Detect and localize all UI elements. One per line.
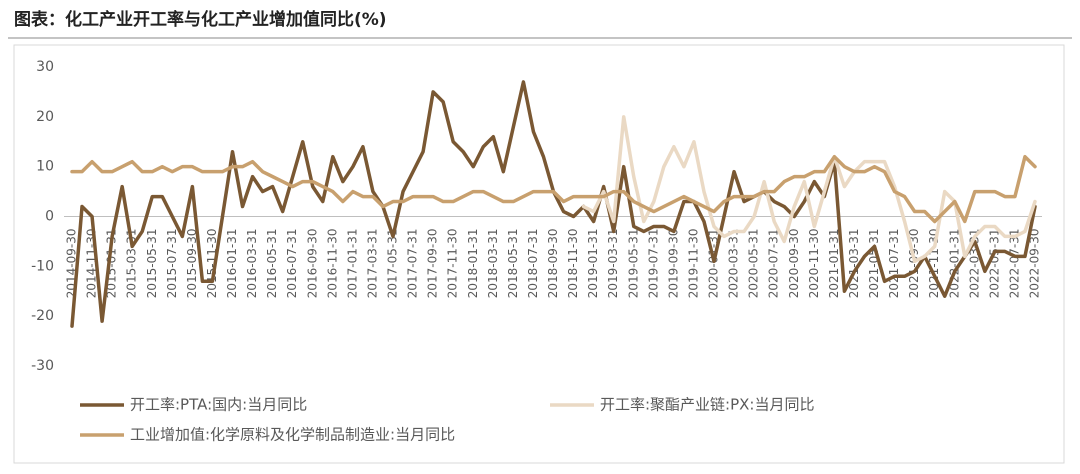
- x-tick-label: 2020-05-31: [747, 229, 761, 299]
- x-tick-label: 2016-03-31: [245, 229, 259, 299]
- x-tick-label: 2019-07-31: [646, 229, 660, 299]
- x-tick-label: 2016-01-31: [225, 229, 239, 299]
- x-tick-label: 2015-09-30: [185, 229, 199, 299]
- legend-label: 工业增加值:化学原料及化学制品制造业:当月同比: [130, 426, 455, 444]
- x-tick-label: 2016-09-30: [305, 229, 319, 299]
- x-tick-label: 2022-07-31: [1007, 229, 1021, 299]
- x-tick-label: 2021-01-31: [827, 229, 841, 299]
- x-tick-label: 2020-11-30: [807, 229, 821, 299]
- x-tick-label: 2018-05-31: [506, 229, 520, 299]
- x-tick-label: 2015-07-31: [165, 229, 179, 299]
- x-tick-label: 2017-03-31: [365, 229, 379, 299]
- x-tick-label: 2019-01-31: [586, 229, 600, 299]
- x-tick-label: 2016-07-31: [285, 229, 299, 299]
- x-tick-label: 2018-03-31: [486, 229, 500, 299]
- x-tick-label: 2018-07-31: [526, 229, 540, 299]
- x-tick-label: 2020-07-31: [767, 229, 781, 299]
- y-tick-label: 0: [45, 209, 54, 225]
- x-tick-label: 2017-07-31: [406, 229, 420, 299]
- y-tick-label: 30: [36, 59, 54, 75]
- x-tick-label: 2019-09-30: [666, 229, 680, 299]
- x-tick-label: 2020-09-30: [787, 229, 801, 299]
- x-tick-label: 2018-09-30: [546, 229, 560, 299]
- x-tick-label: 2015-03-31: [125, 229, 139, 299]
- plot-frame: [13, 44, 1065, 464]
- x-tick-label: 2020-03-31: [727, 229, 741, 299]
- x-tick-label: 2017-01-31: [345, 229, 359, 299]
- x-tick-label: 2022-09-30: [1028, 229, 1042, 299]
- y-tick-label: 10: [36, 159, 54, 175]
- chart-title: 图表：化工产业开工率与化工产业增加值同比(%): [14, 9, 387, 30]
- x-tick-label: 2017-05-31: [386, 229, 400, 299]
- x-tick-label: 2021-07-31: [887, 229, 901, 299]
- legend-label: 开工率:聚酯产业链:PX:当月同比: [600, 396, 814, 414]
- x-tick-label: 2019-03-31: [606, 229, 620, 299]
- y-tick-label: -20: [31, 308, 54, 324]
- y-tick-label: -30: [31, 358, 54, 374]
- x-tick-label: 2021-05-31: [867, 229, 881, 299]
- y-tick-label: 20: [36, 109, 54, 125]
- y-tick-label: -10: [31, 258, 54, 274]
- x-tick-label: 2018-01-31: [466, 229, 480, 299]
- x-tick-label: 2019-05-31: [626, 229, 640, 299]
- x-tick-label: 2016-11-30: [325, 229, 339, 299]
- legend-label: 开工率:PTA:国内:当月同比: [130, 396, 307, 414]
- x-tick-label: 2017-11-30: [446, 229, 460, 299]
- x-tick-label: 2016-05-31: [265, 229, 279, 299]
- series-line: [70, 154, 1037, 224]
- series-line: [581, 115, 1037, 264]
- x-tick-label: 2017-09-30: [426, 229, 440, 299]
- x-tick-label: 2022-05-31: [987, 229, 1001, 299]
- x-tick-label: 2019-11-30: [686, 229, 700, 299]
- x-tick-label: 2018-11-30: [566, 229, 580, 299]
- x-tick-label: 2015-05-31: [145, 229, 159, 299]
